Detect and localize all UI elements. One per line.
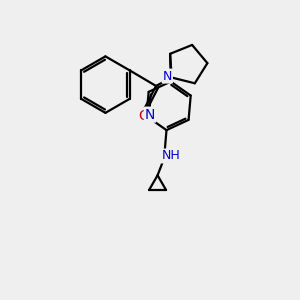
Text: NH: NH bbox=[161, 149, 180, 163]
Text: N: N bbox=[163, 70, 172, 83]
Text: O: O bbox=[138, 109, 149, 123]
Text: N: N bbox=[145, 108, 155, 122]
